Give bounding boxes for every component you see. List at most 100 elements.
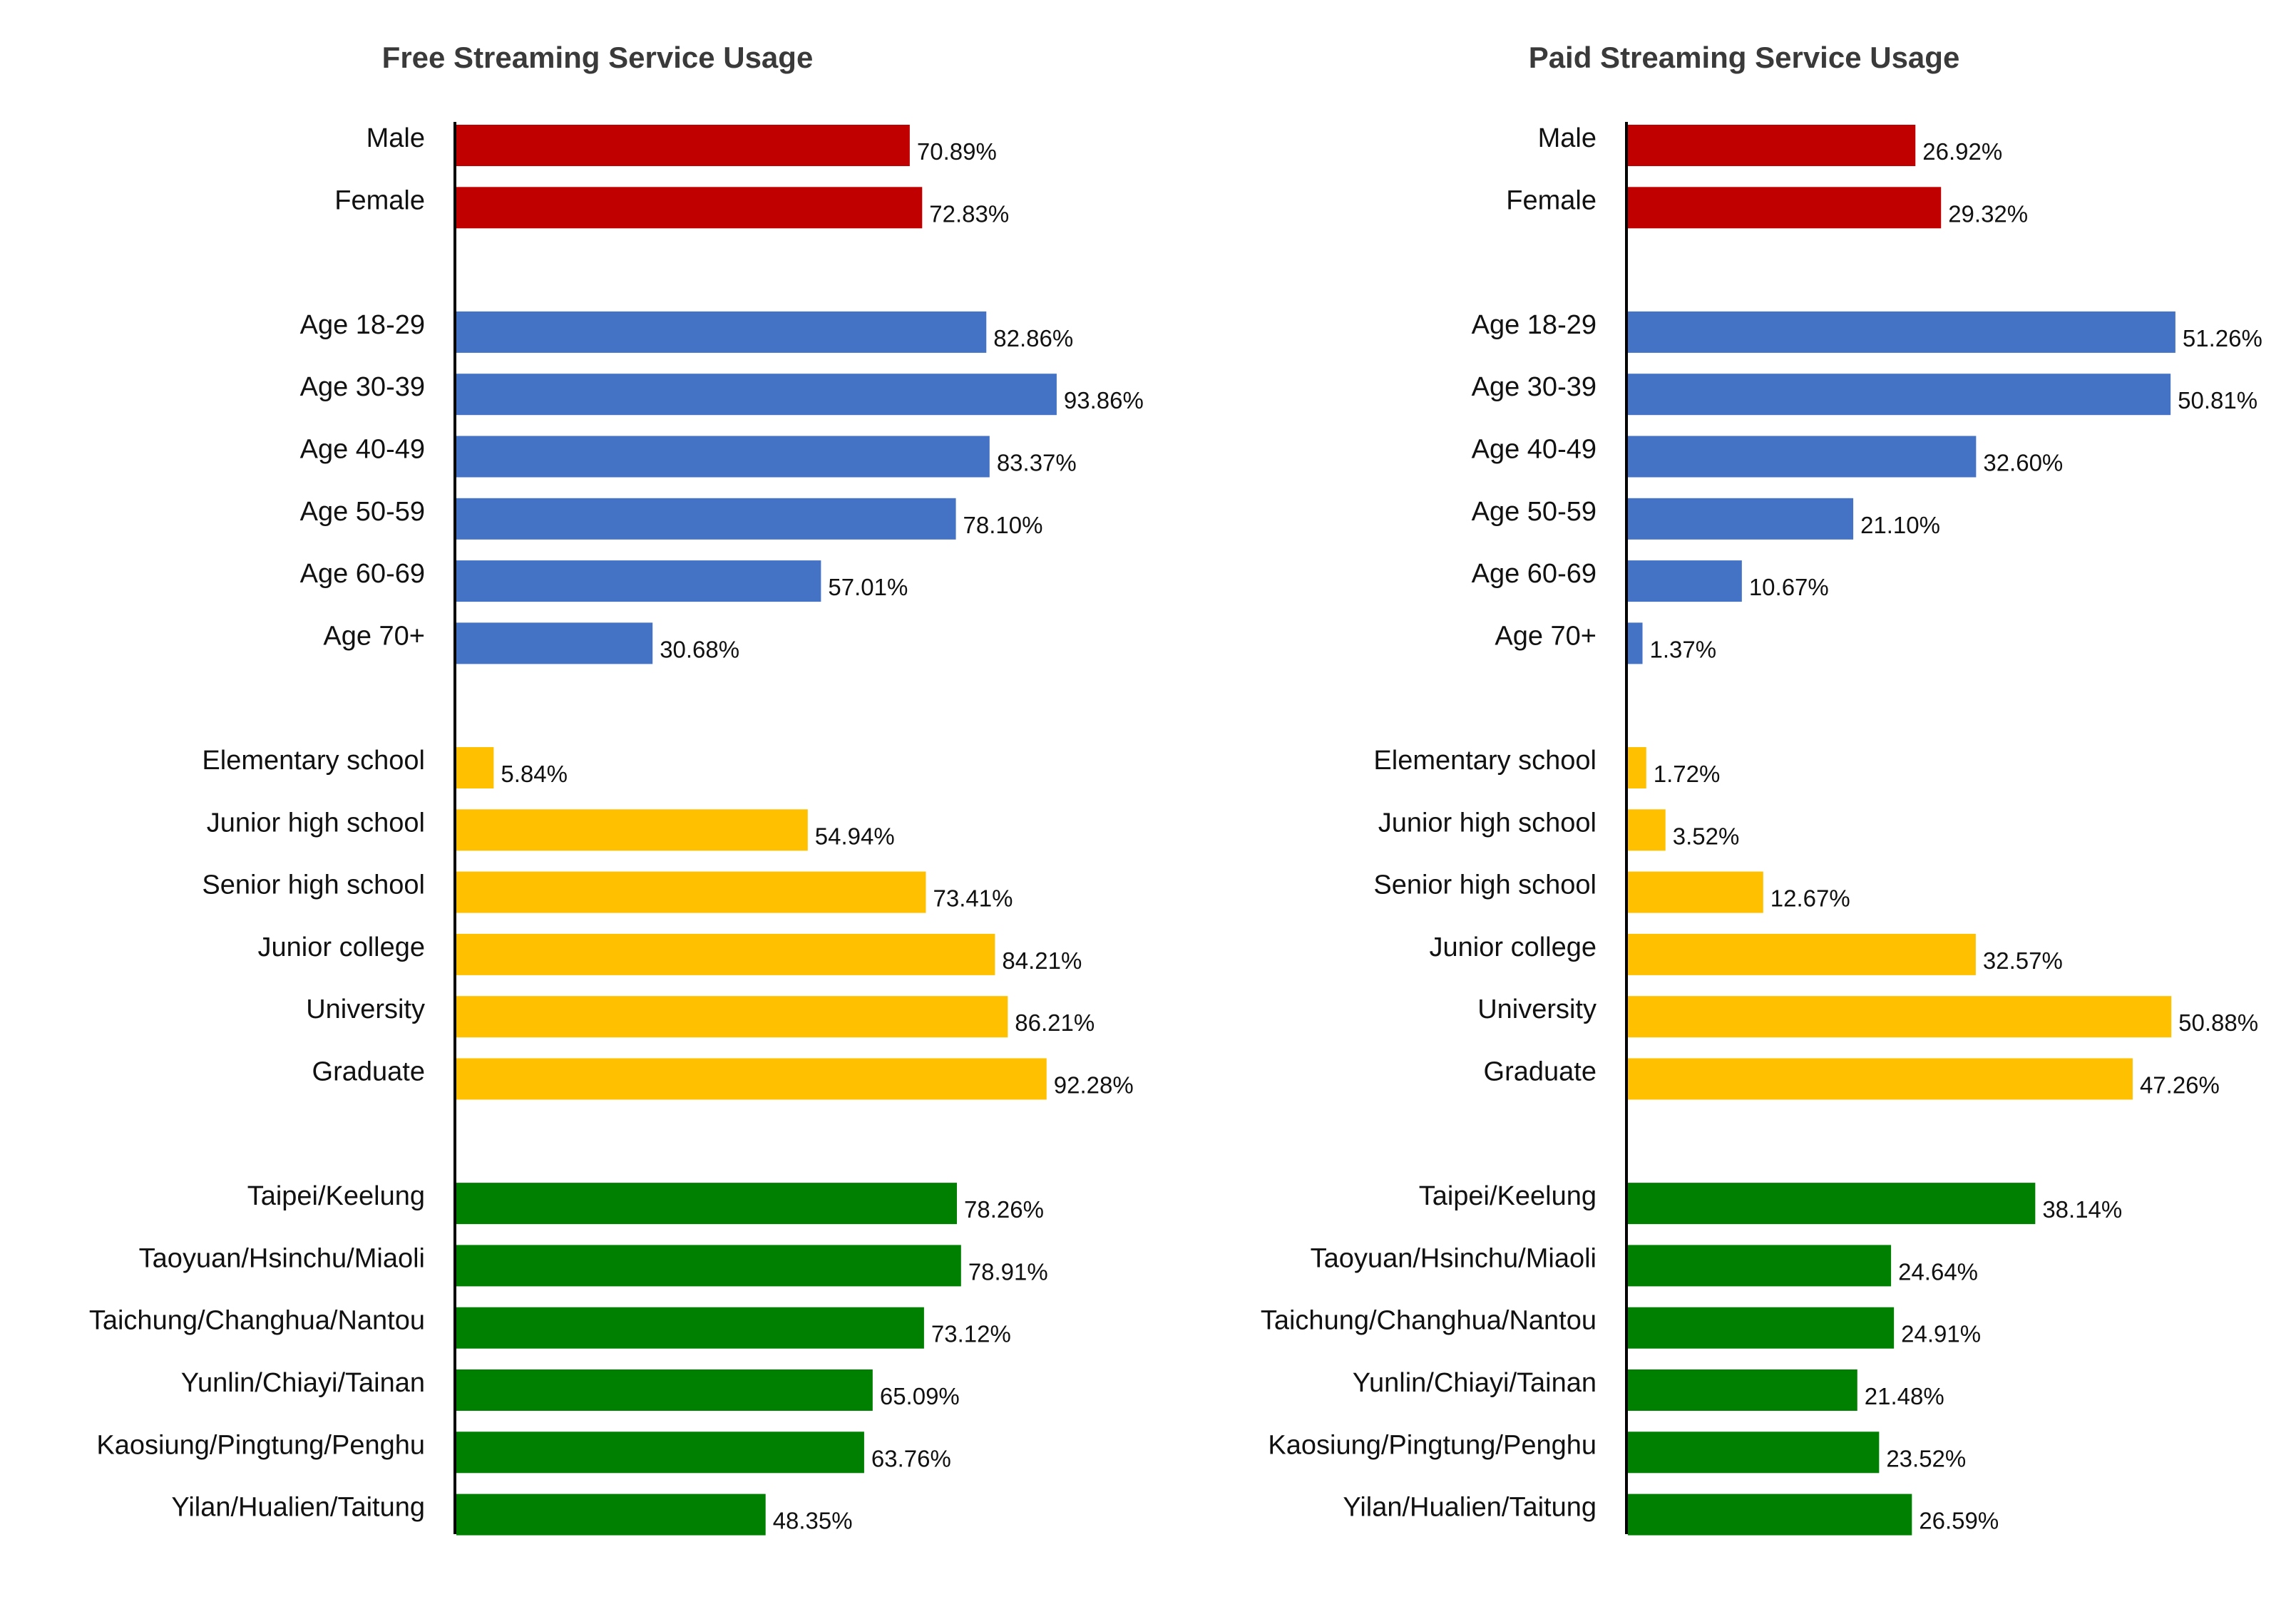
paid-value-label-yilan-hualien-taitung: 26.59% (1919, 1508, 1999, 1534)
paid-bar-junior-high-school (1628, 809, 1666, 851)
free-bar-graduate (456, 1058, 1047, 1100)
free-value-label-taipei-keelung: 78.26% (964, 1196, 1044, 1223)
free-bar-female (456, 187, 923, 229)
paid-value-label-elementary-school: 1.72% (1654, 761, 1721, 787)
paid-category-label-yilan-hualien-taitung: Yilan/Hualien/Taitung (1343, 1493, 1597, 1523)
paid-value-label-taichung-changhua-nantou: 24.91% (1901, 1321, 1981, 1347)
paid-category-label-taichung-changhua-nantou: Taichung/Changhua/Nantou (1261, 1306, 1597, 1336)
paid-bar-elementary-school (1628, 747, 1646, 788)
free-value-label-university: 86.21% (1015, 1009, 1095, 1036)
paid-value-label-senior-high-school: 12.67% (1770, 885, 1850, 912)
paid-bar-age-50-59 (1628, 498, 1854, 540)
free-value-label-age-40-49: 83.37% (997, 450, 1077, 476)
paid-bar-senior-high-school (1628, 871, 1763, 913)
free-category-label-age-50-59: Age 50-59 (300, 497, 425, 527)
free-bar-junior-college (456, 933, 995, 975)
paid-value-label-kaosiung-pingtung-penghu: 23.52% (1886, 1445, 1966, 1471)
paid-category-label-junior-high-school: Junior high school (1378, 808, 1597, 838)
free-bar-age-40-49 (456, 436, 990, 478)
free-value-label-taichung-changhua-nantou: 73.12% (931, 1321, 1011, 1347)
paid-bar-yunlin-chiayi-tainan (1628, 1369, 1857, 1411)
free-bar-male (456, 125, 910, 166)
paid-bar-age-18-29 (1628, 311, 2175, 353)
free-bar-age-50-59 (456, 498, 956, 540)
free-value-label-junior-high-school: 54.94% (815, 823, 895, 849)
paid-bar-male (1628, 125, 1916, 166)
free-bar-kaosiung-pingtung-penghu (456, 1431, 864, 1474)
free-value-label-female: 72.83% (929, 200, 1009, 227)
paid-bar-age-40-49 (1628, 436, 1977, 478)
free-value-label-yilan-hualien-taitung: 48.35% (773, 1508, 853, 1534)
paid-bar-taipei-keelung (1628, 1183, 2036, 1225)
paid-value-label-age-70: 1.37% (1650, 636, 1717, 662)
paid-value-label-age-18-29: 51.26% (2183, 325, 2262, 351)
free-bar-yunlin-chiayi-tainan (456, 1369, 873, 1411)
free-value-label-kaosiung-pingtung-penghu: 63.76% (871, 1445, 951, 1471)
free-bar-elementary-school (456, 747, 494, 788)
paid-category-label-elementary-school: Elementary school (1373, 746, 1597, 776)
free-category-label-taichung-changhua-nantou: Taichung/Changhua/Nantou (89, 1306, 425, 1336)
free-value-label-age-18-29: 82.86% (993, 325, 1073, 351)
free-value-label-age-60-69: 57.01% (828, 574, 908, 600)
paid-bar-yilan-hualien-taitung (1628, 1494, 1912, 1536)
paid-bar-age-60-69 (1628, 560, 1742, 602)
free-category-label-age-40-49: Age 40-49 (300, 435, 425, 465)
free-category-label-age-60-69: Age 60-69 (300, 559, 425, 589)
paid-value-label-female: 29.32% (1948, 200, 2028, 227)
paid-value-label-graduate: 47.26% (2140, 1072, 2220, 1099)
free-category-label-taipei-keelung: Taipei/Keelung (247, 1181, 425, 1211)
free-bar-age-60-69 (456, 560, 821, 602)
free-usage-panel: Free Streaming Service Usage Male 70.89% F… (89, 41, 1144, 1536)
paid-bar-taoyuan-hsinchu-miaoli (1628, 1245, 1892, 1287)
paid-category-label-age-70: Age 70+ (1495, 621, 1597, 651)
paid-bar-junior-college (1628, 933, 1976, 975)
paid-category-label-age-40-49: Age 40-49 (1472, 435, 1597, 465)
paid-category-label-yunlin-chiayi-tainan: Yunlin/Chiayi/Tainan (1353, 1368, 1597, 1398)
paid-category-label-age-50-59: Age 50-59 (1472, 497, 1597, 527)
free-value-label-junior-college: 84.21% (1002, 947, 1082, 974)
free-category-label-taoyuan-hsinchu-miaoli: Taoyuan/Hsinchu/Miaoli (139, 1243, 425, 1273)
free-bar-yilan-hualien-taitung (456, 1494, 766, 1536)
paid-category-label-senior-high-school: Senior high school (1373, 870, 1597, 900)
free-category-label-senior-high-school: Senior high school (202, 870, 425, 900)
paid-value-label-junior-college: 32.57% (1983, 947, 2063, 974)
free-category-label-age-18-29: Age 18-29 (300, 310, 425, 340)
free-bar-age-70 (456, 622, 653, 664)
paid-bar-taichung-changhua-nantou (1628, 1307, 1895, 1349)
free-category-label-age-30-39: Age 30-39 (300, 372, 425, 402)
free-value-label-age-50-59: 78.10% (963, 512, 1043, 538)
free-category-label-university: University (306, 994, 425, 1024)
free-value-label-senior-high-school: 73.41% (933, 885, 1013, 912)
paid-value-label-male: 26.92% (1922, 138, 2002, 165)
free-category-label-kaosiung-pingtung-penghu: Kaosiung/Pingtung/Penghu (96, 1430, 425, 1460)
paid-category-label-male: Male (1538, 123, 1597, 153)
free-category-label-graduate: Graduate (312, 1057, 425, 1087)
free-value-label-graduate: 92.28% (1054, 1072, 1134, 1099)
free-category-label-female: Female (334, 185, 425, 215)
paid-value-label-junior-high-school: 3.52% (1673, 823, 1740, 849)
free-bar-taipei-keelung (456, 1183, 957, 1225)
paid-bar-female (1628, 187, 1942, 229)
free-category-label-junior-college: Junior college (258, 932, 425, 962)
paid-chart-marks: Male 26.92% Female 29.32% Age 18-29 51.26% Age… (1261, 123, 2262, 1536)
paid-category-label-junior-college: Junior college (1430, 932, 1597, 962)
paid-category-label-taipei-keelung: Taipei/Keelung (1419, 1181, 1597, 1211)
paid-value-label-age-50-59: 21.10% (1860, 512, 1940, 538)
free-value-label-male: 70.89% (917, 138, 997, 165)
free-category-label-yunlin-chiayi-tainan: Yunlin/Chiayi/Tainan (181, 1368, 425, 1398)
paid-category-label-graduate: Graduate (1484, 1057, 1597, 1087)
free-value-label-yunlin-chiayi-tainan: 65.09% (880, 1383, 960, 1409)
free-value-label-age-70: 30.68% (660, 636, 739, 662)
free-bar-taichung-changhua-nantou (456, 1307, 924, 1349)
free-chart-title: Free Streaming Service Usage (382, 41, 814, 74)
paid-chart-title: Paid Streaming Service Usage (1529, 41, 1960, 74)
free-bar-taoyuan-hsinchu-miaoli (456, 1245, 961, 1287)
free-bar-senior-high-school (456, 871, 926, 913)
free-category-label-junior-high-school: Junior high school (207, 808, 425, 838)
free-bar-age-18-29 (456, 311, 987, 353)
paid-bar-graduate (1628, 1058, 2133, 1100)
free-value-label-taoyuan-hsinchu-miaoli: 78.91% (968, 1258, 1048, 1285)
free-category-label-elementary-school: Elementary school (202, 746, 425, 776)
paid-value-label-yunlin-chiayi-tainan: 21.48% (1865, 1383, 1944, 1409)
